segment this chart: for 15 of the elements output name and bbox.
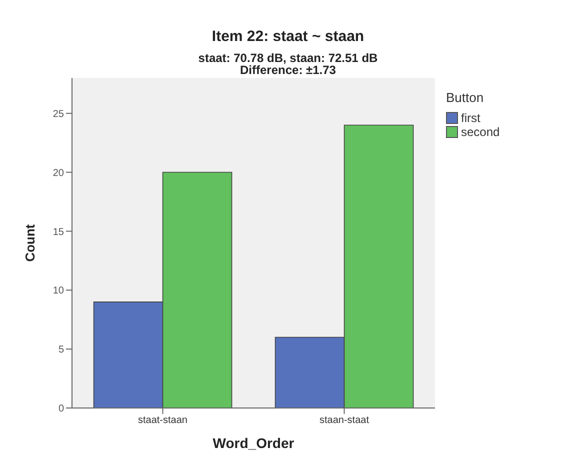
x-tick-label: staan-staat	[320, 415, 370, 426]
y-tick-label: 15	[52, 226, 64, 238]
x-axis-title: Word_Order	[212, 435, 295, 451]
chart-subtitle: staat: 70.78 dB, staan: 72.51 dB Difference: ±1.73	[197, 51, 379, 77]
legend-label: second	[461, 125, 500, 139]
legend-label: first	[461, 111, 480, 125]
legend-title: Button	[446, 90, 485, 105]
y-tick-label: 5	[58, 344, 64, 356]
x-tick-label: staat-staan	[138, 415, 188, 426]
y-tick-label: 20	[52, 168, 64, 179]
y-tick-label: 25	[52, 108, 64, 120]
y-axis-title: Count	[22, 224, 38, 262]
y-tick-label: 0	[58, 404, 64, 415]
chart-title: Item 22: staat ~ staan	[210, 28, 366, 45]
y-tick-label: 10	[52, 286, 64, 297]
